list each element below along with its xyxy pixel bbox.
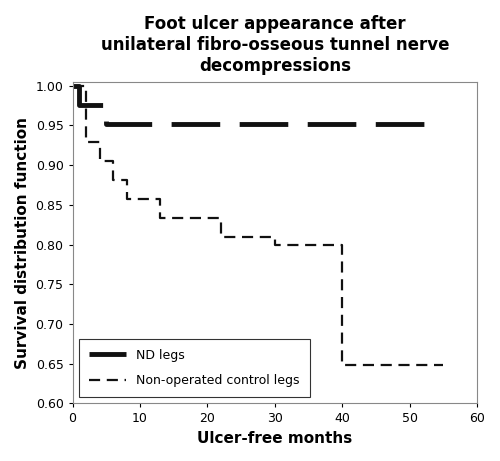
Title: Foot ulcer appearance after
unilateral fibro-osseous tunnel nerve
decompressions: Foot ulcer appearance after unilateral f… (100, 15, 449, 75)
X-axis label: Ulcer-free months: Ulcer-free months (197, 431, 352, 446)
Y-axis label: Survival distribution function: Survival distribution function (15, 117, 30, 368)
Legend: ND legs, Non-operated control legs: ND legs, Non-operated control legs (79, 339, 310, 397)
